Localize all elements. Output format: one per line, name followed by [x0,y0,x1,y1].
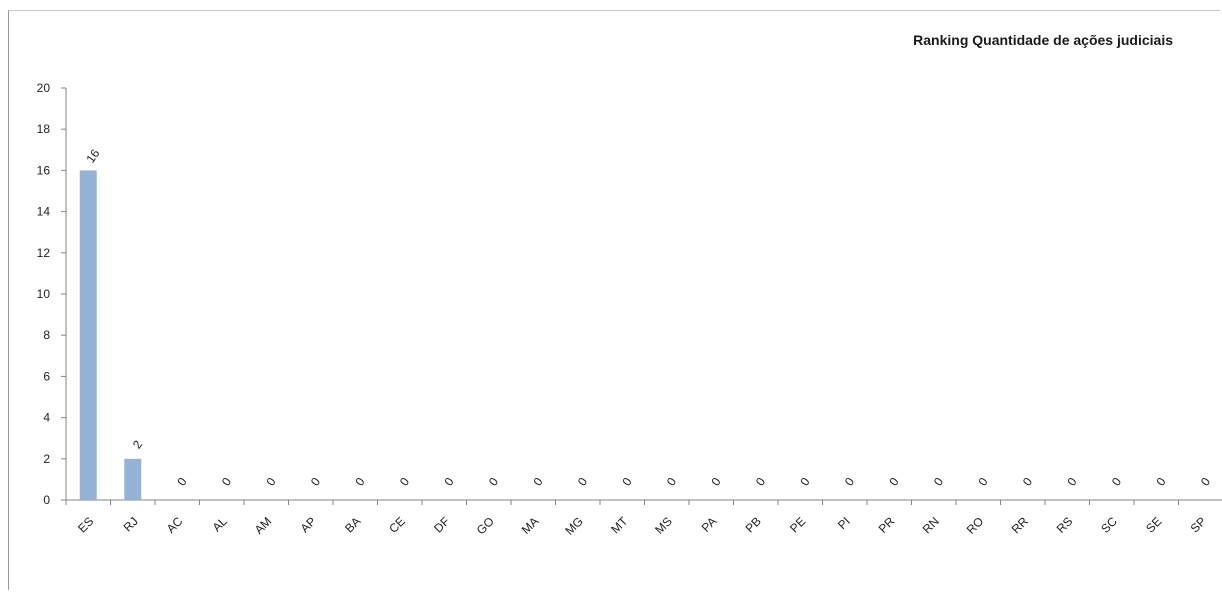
category-label: CE [386,514,408,536]
category-label: SC [1098,514,1120,536]
data-label: 0 [1198,475,1213,489]
x-axis [65,499,1222,505]
category-label: RJ [121,514,141,534]
data-label: 0 [708,475,723,489]
data-label: 0 [219,475,234,489]
category-label: PA [699,514,720,535]
category-label: PI [835,514,853,532]
category-label: SP [1188,514,1209,535]
category-label: MA [519,514,542,537]
data-label: 0 [975,475,990,489]
data-label: 0 [664,475,679,489]
category-label: PB [743,514,764,535]
category-label: MS [652,514,675,537]
category-label: RR [1009,514,1031,536]
y-tick-label: 12 [37,246,51,260]
data-label: 2 [130,437,145,451]
y-tick-label: 0 [43,493,50,507]
y-axis: 0 2 4 6 8 10 12 14 16 18 20 [37,81,67,507]
data-label: 0 [1020,475,1035,489]
data-label: 0 [1109,475,1124,489]
category-label: MT [608,514,631,537]
data-label: 0 [886,475,901,489]
data-label: 0 [441,475,456,489]
category-label: RO [964,514,987,537]
category-label: MG [562,514,586,538]
category-label: AP [298,514,319,535]
data-label: 0 [753,475,768,489]
category-label: PE [787,514,808,535]
bar-series [79,170,142,500]
data-label: 0 [530,475,545,489]
y-tick-label: 16 [37,163,51,177]
data-label: 0 [797,475,812,489]
data-label: 0 [931,475,946,489]
data-label: 0 [1153,475,1168,489]
y-tick-label: 10 [37,287,51,301]
y-tick-label: 20 [37,81,51,95]
chart-frame [8,10,1220,590]
bar [124,458,142,500]
data-label: 0 [174,475,189,489]
category-label: ES [75,514,96,535]
category-labels: ES RJ AC AL AM AP BA CE DF GO MA MG MT MS PA PB PE PI PR RN… [75,514,1209,538]
category-label: RS [1054,514,1076,536]
data-label: 0 [397,475,412,489]
y-tick-label: 18 [37,122,51,136]
data-labels: 16 2 0 0 0 0 0 0 0 0 0 0 0 0 0 0 0 0 0 0 0 0 0 0 0 0 [83,146,1213,488]
category-label: GO [474,514,497,537]
bar [79,170,97,500]
data-label: 0 [352,475,367,489]
data-label: 0 [263,475,278,489]
data-label: 0 [308,475,323,489]
category-label: RN [920,514,942,536]
category-label: AC [164,514,186,536]
category-label: BA [342,514,363,535]
y-tick-label: 6 [43,369,50,383]
category-label: DF [431,514,452,535]
data-label: 0 [1064,475,1079,489]
category-label: PR [876,514,898,536]
data-label: 16 [83,146,102,165]
y-tick-label: 14 [37,205,51,219]
data-label: 0 [842,475,857,489]
data-label: 0 [619,475,634,489]
y-tick-label: 8 [43,328,50,342]
y-tick-label: 2 [43,452,50,466]
y-tick-label: 4 [43,411,50,425]
data-label: 0 [486,475,501,489]
category-label: AL [210,514,231,535]
chart-title: Ranking Quantidade de ações judiciais [913,32,1173,48]
data-label: 0 [575,475,590,489]
category-label: AM [252,514,275,537]
category-label: SE [1143,514,1164,535]
